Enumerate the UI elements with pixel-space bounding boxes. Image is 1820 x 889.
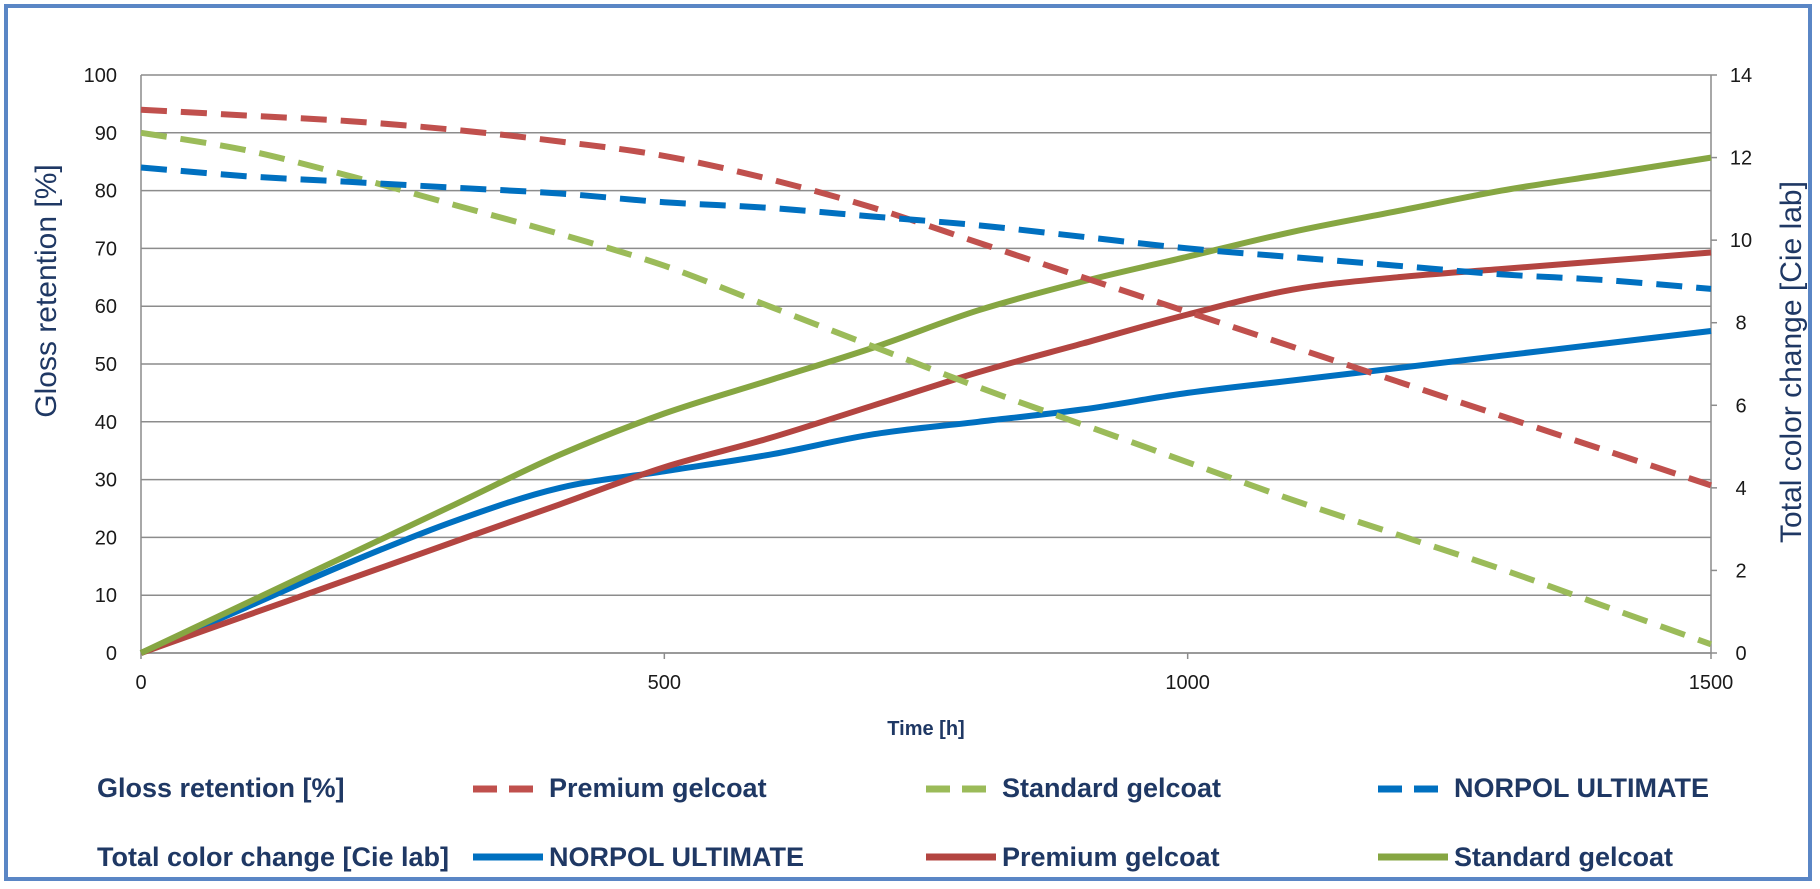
- legend: Gloss retention [%] Total color change […: [97, 773, 1709, 872]
- y-tick-right-label: 4: [1735, 478, 1746, 500]
- y-tick-left-label: 50: [95, 354, 117, 376]
- y-tick-right-label: 6: [1735, 395, 1746, 417]
- legend-label-color-standard: Standard gelcoat: [1454, 842, 1673, 872]
- y-tick-left-label: 20: [95, 527, 117, 549]
- legend-label-color-norpol: NORPOL ULTIMATE: [549, 842, 804, 872]
- y-tick-right-label: 0: [1735, 643, 1746, 665]
- y-tick-left-label: 100: [84, 65, 117, 87]
- y-tick-right-label: 8: [1735, 313, 1746, 335]
- y-tick-left-label: 30: [95, 470, 117, 492]
- legend-group-gloss: Gloss retention [%]: [97, 773, 345, 803]
- y-tick-right-label: 10: [1730, 230, 1752, 252]
- plot-area: [139, 106, 1713, 656]
- x-tick-label: 1000: [1165, 672, 1210, 694]
- series-line-gloss-norpol-ultimate: [140, 164, 1712, 292]
- x-tick-label: 1500: [1689, 672, 1734, 694]
- y-tick-left-label: 80: [95, 181, 117, 203]
- y-tick-right-label: 14: [1730, 65, 1752, 87]
- y-tick-left-label: 10: [95, 585, 117, 607]
- y-tick-left-label: 70: [95, 238, 117, 260]
- legend-label-color-premium: Premium gelcoat: [1002, 842, 1220, 872]
- legend-label-gloss-norpol: NORPOL ULTIMATE: [1454, 773, 1709, 803]
- x-tick-label: 0: [135, 672, 146, 694]
- series-line-gloss-premium-gelcoat: [140, 106, 1712, 489]
- y-tick-left-label: 0: [106, 643, 117, 665]
- x-tick-label: 500: [648, 672, 681, 694]
- legend-label-gloss-premium: Premium gelcoat: [549, 773, 767, 803]
- y-tick-right-label: 2: [1735, 560, 1746, 582]
- series-line-color-premium-gelcoat: [139, 249, 1712, 656]
- series-line-color-norpol-ultimate: [139, 328, 1712, 656]
- y-tick-left-label: 40: [95, 412, 117, 434]
- x-axis-label: Time [h]: [887, 718, 964, 740]
- y-tick-right-label: 12: [1730, 148, 1752, 170]
- series-line-gloss-standard-gelcoat: [140, 129, 1713, 648]
- legend-label-gloss-standard: Standard gelcoat: [1002, 773, 1221, 803]
- y-tick-left-label: 90: [95, 123, 117, 145]
- series-line-color-standard-gelcoat: [139, 154, 1712, 656]
- legend-group-color: Total color change [Cie lab]: [97, 842, 449, 872]
- y-axis-right-label: Total color change [Cie lab]: [1775, 181, 1808, 543]
- y-axis-left-label: Gloss retention [%]: [30, 164, 63, 417]
- y-tick-left-label: 60: [95, 296, 117, 318]
- chart-frame: [4, 4, 1812, 881]
